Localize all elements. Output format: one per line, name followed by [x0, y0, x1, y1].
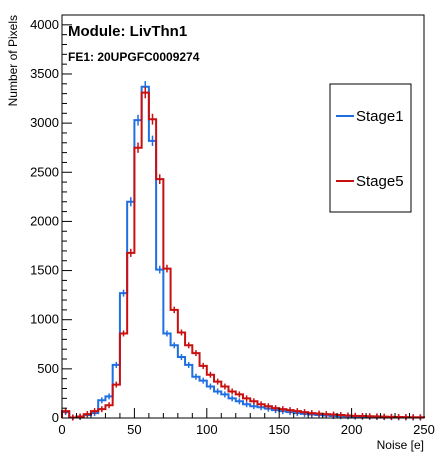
- legend-label-stage5: Stage5: [356, 173, 404, 190]
- x-axis-title: Noise [e]: [377, 438, 424, 452]
- x-tick-label: 150: [268, 422, 290, 437]
- module-annotation: Module: LivThn1: [68, 23, 187, 40]
- frontend-annotation: FE1: 20UPGFC0009274: [68, 50, 200, 64]
- legend-label-stage1: Stage1: [356, 108, 404, 125]
- y-tick-label: 2500: [30, 164, 59, 179]
- y-axis-title: Number of Pixels: [6, 15, 20, 106]
- legend-entry-stage1: Stage1: [336, 108, 404, 125]
- y-tick-label: 0: [52, 410, 59, 425]
- x-tick-label: 200: [341, 422, 363, 437]
- y-tick-label: 4000: [30, 17, 59, 32]
- x-axis: 0 50 100 150 200 250: [58, 408, 435, 437]
- x-tick-label: 100: [196, 422, 218, 437]
- x-tick-label: 0: [58, 422, 65, 437]
- y-tick-label: 3000: [30, 115, 59, 130]
- x-tick-label: 50: [127, 422, 141, 437]
- plot-frame: [61, 14, 425, 419]
- y-tick-label: 1500: [30, 263, 59, 278]
- y-tick-label: 3500: [30, 66, 59, 81]
- y-tick-label: 500: [37, 361, 59, 376]
- legend-box: [329, 83, 412, 213]
- y-tick-label: 1000: [30, 312, 59, 327]
- y-axis: 0 500 1000 1500 2000 2500 3000 3500 4000: [30, 17, 72, 425]
- y-tick-label: 2000: [30, 213, 59, 228]
- legend-entry-stage5: Stage5: [336, 173, 404, 190]
- legend: Stage1 Stage5: [329, 83, 412, 213]
- x-tick-label: 250: [413, 422, 435, 437]
